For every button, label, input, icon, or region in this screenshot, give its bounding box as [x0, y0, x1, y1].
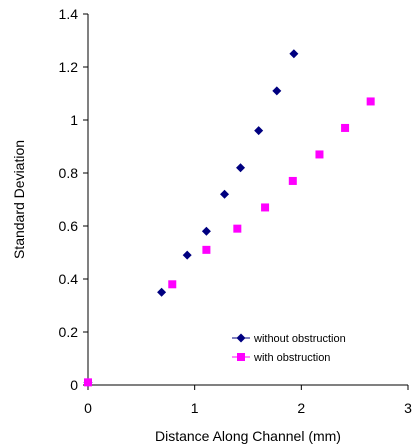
x-ticks: 0 1 2 3 — [84, 385, 412, 416]
data-point — [288, 176, 297, 185]
series-1 — [84, 97, 375, 387]
x-tick-label: 1 — [191, 400, 199, 416]
series-0 — [83, 49, 299, 387]
legend-item: without obstruction — [232, 333, 346, 345]
data-point — [182, 250, 192, 260]
data-point — [272, 86, 282, 96]
legend-marker — [236, 333, 246, 343]
y-tick-label: 1.4 — [59, 6, 79, 22]
data-point — [220, 189, 230, 199]
series-layer — [83, 49, 375, 387]
y-tick-label: 0.4 — [59, 271, 79, 287]
data-point — [157, 287, 167, 297]
data-point — [236, 163, 246, 173]
data-point — [366, 97, 375, 106]
y-ticks: 0 0.2 0.4 0.6 0.8 1 1.2 1.4 — [59, 6, 88, 393]
data-point — [201, 226, 211, 236]
x-tick-label: 3 — [404, 400, 412, 416]
x-tick-label: 0 — [84, 400, 92, 416]
data-point — [168, 280, 177, 289]
x-tick-label: 2 — [297, 400, 305, 416]
data-point — [84, 378, 92, 387]
y-axis-title: Standard Deviation — [11, 140, 27, 259]
data-point — [254, 126, 264, 136]
data-point — [341, 123, 350, 132]
legend: without obstruction with obstruction — [232, 333, 346, 364]
data-point — [233, 224, 242, 233]
axes — [87, 14, 408, 386]
legend-item: with obstruction — [232, 352, 330, 364]
y-tick-label: 0.2 — [59, 324, 79, 340]
legend-label: without obstruction — [253, 333, 346, 345]
data-point — [289, 49, 299, 59]
data-point — [315, 150, 324, 159]
data-point — [202, 245, 211, 254]
y-tick-label: 0.8 — [59, 165, 79, 181]
legend-marker — [237, 353, 245, 361]
x-axis-title: Distance Along Channel (mm) — [155, 428, 341, 444]
data-point — [261, 203, 270, 212]
y-tick-label: 0 — [70, 377, 78, 393]
legend-label: with obstruction — [253, 352, 330, 364]
y-tick-label: 1 — [70, 112, 78, 128]
y-tick-label: 0.6 — [59, 218, 79, 234]
y-tick-label: 1.2 — [59, 59, 79, 75]
